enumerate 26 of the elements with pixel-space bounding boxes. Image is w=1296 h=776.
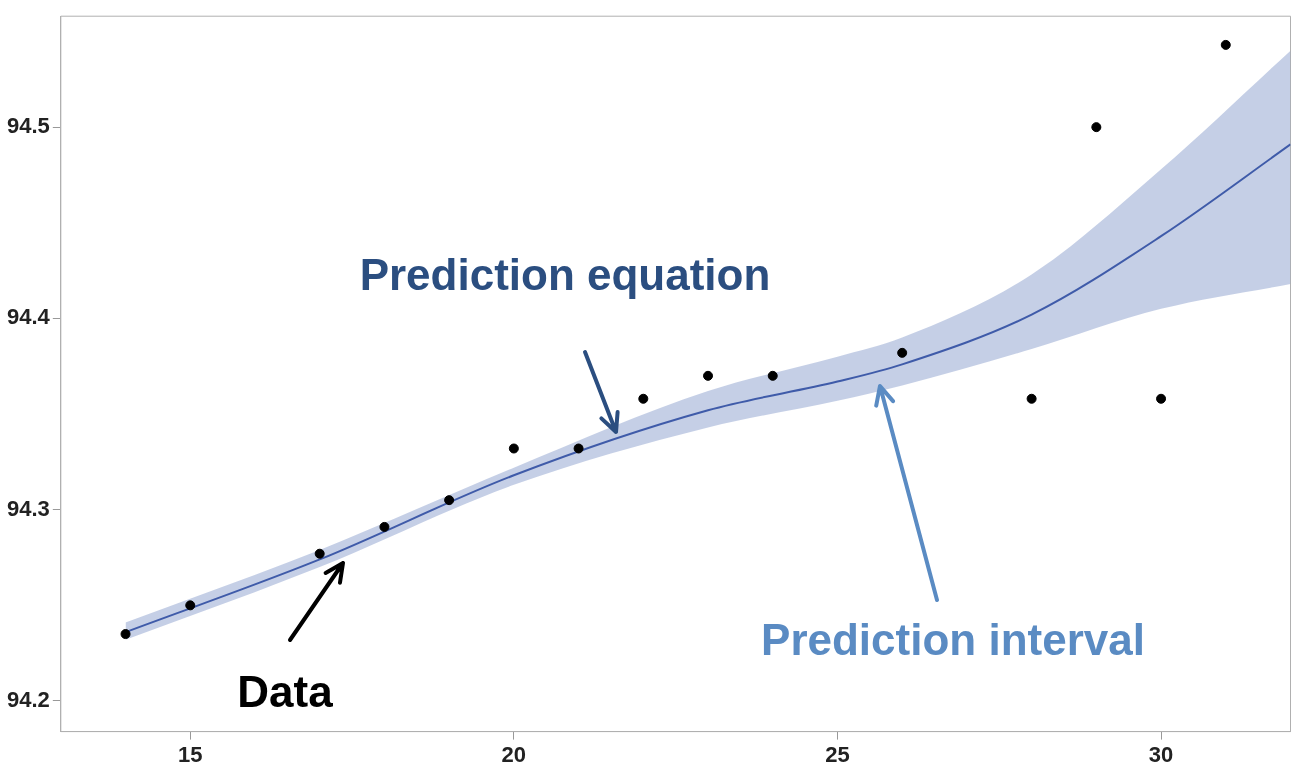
point bbox=[1220, 39, 1231, 50]
point bbox=[1091, 122, 1102, 133]
point bbox=[638, 393, 649, 404]
point bbox=[703, 370, 714, 381]
point bbox=[1026, 393, 1037, 404]
point bbox=[508, 443, 519, 454]
annotation: Prediction equation bbox=[359, 250, 771, 299]
x-tick-label: 25 bbox=[825, 741, 850, 767]
y-tick-label: 94.5 bbox=[6, 113, 50, 139]
x-tick-label: 15 bbox=[178, 741, 203, 767]
point bbox=[185, 600, 196, 611]
y-tick-label: 94.2 bbox=[6, 687, 50, 713]
point bbox=[573, 443, 584, 454]
point bbox=[120, 629, 131, 640]
x-tick-label: 30 bbox=[1148, 741, 1174, 767]
point bbox=[1156, 393, 1167, 404]
annotation: Data bbox=[237, 667, 334, 716]
annotation: Prediction interval bbox=[761, 615, 1145, 664]
y-tick-label: 94.4 bbox=[6, 304, 51, 330]
x-tick-label: 20 bbox=[501, 741, 527, 767]
point bbox=[314, 548, 325, 559]
point bbox=[767, 370, 778, 381]
point bbox=[379, 521, 390, 532]
y-tick-label: 94.3 bbox=[6, 495, 50, 521]
point bbox=[444, 495, 455, 506]
point bbox=[897, 347, 908, 358]
